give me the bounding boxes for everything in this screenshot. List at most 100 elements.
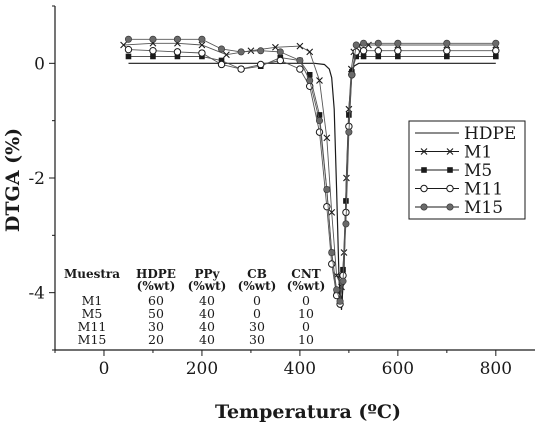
data-point	[345, 128, 353, 136]
x-tick-label: 600	[382, 359, 414, 379]
data-point	[353, 53, 360, 60]
data-point	[223, 51, 230, 59]
y-axis-title: DTGA (%)	[2, 128, 24, 232]
data-point	[296, 56, 304, 64]
x-tick-label: 400	[284, 359, 316, 379]
data-point	[492, 47, 500, 55]
x-tick-label: 800	[480, 359, 512, 379]
table-cell: 0	[302, 293, 310, 308]
y-tick-label: -2	[28, 169, 45, 189]
data-point	[218, 57, 225, 64]
data-point	[443, 39, 451, 47]
table-cell: 40	[199, 293, 215, 308]
data-point	[359, 47, 368, 55]
legend-label: HDPE	[464, 124, 516, 144]
data-point	[394, 47, 402, 55]
data-point	[374, 39, 382, 47]
y-tick-label: 0	[34, 54, 45, 74]
data-point	[360, 39, 368, 47]
data-point	[173, 48, 182, 56]
table-header: Muestra	[64, 267, 120, 281]
data-point	[316, 77, 323, 84]
series-layer	[120, 35, 500, 310]
data-point	[447, 167, 453, 173]
legend-item: M1	[415, 143, 492, 163]
data-point	[218, 45, 226, 53]
data-point	[257, 47, 265, 55]
data-point	[296, 65, 304, 73]
data-point	[276, 56, 285, 65]
data-point	[352, 41, 360, 49]
legend-item: M5	[415, 161, 492, 181]
legend-label: M11	[464, 180, 503, 200]
data-point	[217, 60, 226, 69]
table-cell: 0	[253, 293, 261, 308]
data-point	[346, 112, 352, 118]
series-line	[123, 42, 496, 288]
data-point	[276, 48, 284, 56]
data-point	[446, 203, 454, 211]
legend-label: M1	[464, 143, 492, 163]
data-point	[328, 209, 336, 216]
table-header-unit: (%wt)	[238, 279, 277, 293]
data-point	[443, 47, 451, 55]
data-point	[342, 220, 350, 228]
data-point	[124, 35, 132, 43]
data-point	[328, 249, 336, 257]
composition-table: Muestra HDPE(%wt)PPy(%wt)CB(%wt)CNT(%wt)M…	[64, 267, 325, 347]
table-cell: 30	[148, 319, 164, 334]
data-point	[328, 260, 336, 268]
table-cell: 20	[148, 332, 164, 347]
data-point	[352, 48, 360, 56]
data-point	[306, 48, 314, 56]
data-point	[125, 53, 132, 60]
data-point	[296, 42, 304, 50]
data-point	[124, 45, 133, 54]
data-point	[257, 60, 265, 69]
data-point	[272, 43, 279, 51]
data-point	[174, 53, 181, 60]
legend-item: M11	[415, 180, 503, 200]
data-point	[316, 112, 323, 118]
y-tick-label: -4	[28, 284, 45, 304]
data-point	[315, 128, 324, 136]
legend-label: M5	[464, 161, 492, 181]
data-point	[306, 72, 313, 78]
data-point	[333, 286, 341, 294]
data-point	[420, 148, 428, 155]
x-tick-label: 0	[99, 359, 110, 379]
table-cell: M11	[78, 319, 107, 334]
data-point	[120, 41, 127, 49]
table-cell: M5	[82, 306, 103, 321]
data-point	[446, 148, 454, 155]
table-cell: M1	[82, 293, 103, 308]
legend-label: M15	[464, 198, 503, 218]
data-point	[173, 35, 181, 43]
data-point	[237, 65, 245, 73]
data-point	[198, 35, 206, 43]
data-point	[323, 185, 331, 193]
table-cell: 0	[253, 306, 261, 321]
data-point	[348, 71, 356, 79]
table-cell: 40	[199, 306, 215, 321]
table-cell: 30	[249, 332, 265, 347]
data-point	[444, 53, 450, 60]
data-point	[336, 297, 344, 305]
legend-item: HDPE	[415, 124, 516, 144]
legend-item: M15	[415, 198, 503, 218]
data-point	[493, 53, 499, 60]
data-point	[395, 53, 401, 60]
table-header-unit: (%wt)	[137, 279, 176, 293]
data-point	[394, 39, 402, 47]
x-tick-label: 200	[186, 359, 218, 379]
data-point	[375, 53, 382, 60]
data-point	[339, 277, 347, 285]
table-cell: 50	[148, 306, 164, 321]
x-axis-title: Temperatura (ºC)	[215, 401, 401, 423]
table-cell: 10	[298, 332, 314, 347]
data-point	[421, 167, 427, 173]
table-header: CNT	[291, 267, 321, 281]
